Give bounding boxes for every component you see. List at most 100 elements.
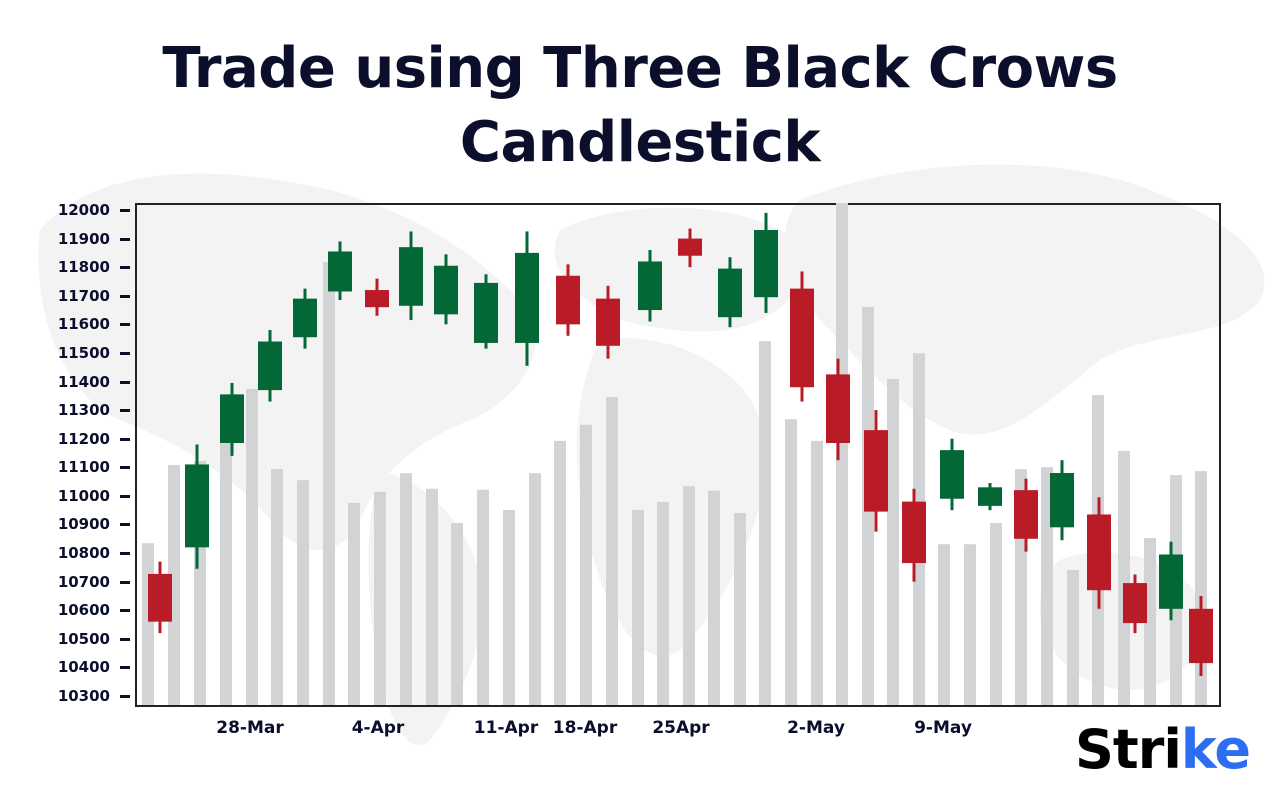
candle-body — [556, 275, 580, 325]
chart-title-line-2: Candlestick — [459, 110, 821, 175]
bearish-candle — [790, 271, 814, 402]
y-tick-label: 11200 — [57, 429, 110, 448]
candle-body — [220, 394, 244, 443]
candle-body — [902, 501, 926, 564]
volume-bar — [1144, 538, 1156, 705]
bearish-candle — [1123, 574, 1147, 634]
volume-bar — [529, 473, 541, 705]
y-tick-mark — [120, 523, 130, 527]
candle-body — [826, 374, 850, 443]
bullish-candle — [718, 257, 742, 328]
bearish-candle — [1014, 478, 1038, 552]
logo-text-main: Stri — [1075, 718, 1182, 781]
volume-bar — [580, 424, 592, 705]
candle-body — [328, 251, 352, 292]
volume-bar — [1118, 450, 1130, 705]
y-tick-label: 11500 — [57, 343, 110, 362]
volume-bar — [142, 543, 154, 705]
volume-bar — [708, 490, 720, 705]
bearish-candle — [902, 488, 926, 582]
y-tick-label: 11600 — [57, 315, 110, 334]
candle-body — [185, 464, 209, 548]
volume-bar — [836, 203, 848, 705]
y-tick-mark — [120, 209, 130, 212]
volume-bar — [734, 512, 746, 705]
volume-bar — [426, 488, 438, 705]
y-tick-mark — [120, 637, 130, 641]
candle-body — [365, 290, 389, 308]
bearish-candle — [556, 264, 580, 336]
volume-bar — [451, 523, 463, 705]
x-tick-label: 25Apr — [652, 718, 710, 738]
y-tick-label: 11900 — [57, 229, 110, 248]
volume-bar — [759, 341, 771, 705]
bearish-candle — [678, 228, 702, 268]
y-tick-label: 10500 — [57, 629, 110, 648]
bullish-candle — [399, 231, 423, 321]
volume-bar — [477, 489, 489, 705]
strike-logo: Strike — [1075, 718, 1251, 781]
volume-bar — [503, 509, 515, 705]
volume-bar — [220, 438, 232, 705]
bullish-candle — [978, 483, 1002, 511]
volume-bar — [271, 469, 283, 705]
bullish-candle — [220, 382, 244, 456]
candle-body — [1087, 514, 1111, 591]
volume-bar — [374, 491, 386, 705]
y-tick-mark — [120, 294, 130, 298]
y-tick-label: 11100 — [57, 458, 110, 477]
y-tick-mark — [120, 494, 130, 498]
volume-bar — [168, 465, 180, 705]
y-tick-mark — [120, 609, 130, 613]
y-tick-label: 11400 — [57, 372, 110, 391]
bearish-candle — [864, 410, 888, 532]
x-tick-label: 18-Apr — [552, 718, 618, 738]
candle-body — [1014, 490, 1038, 539]
y-tick-mark — [120, 666, 130, 670]
volume-bar — [938, 544, 950, 705]
logo-text-accent: ke — [1180, 718, 1251, 781]
y-tick-mark — [120, 580, 130, 584]
chart-plot-area — [135, 203, 1221, 707]
volume-bar — [683, 486, 695, 705]
candle-body — [596, 298, 620, 346]
y-tick-mark — [120, 351, 130, 355]
y-tick-label: 11300 — [57, 401, 110, 420]
candle-body — [1159, 554, 1183, 609]
candle-body — [864, 430, 888, 512]
y-tick-label: 11700 — [57, 286, 110, 305]
y-tick-mark — [120, 237, 130, 241]
volume-bar — [323, 261, 335, 705]
bearish-candle — [365, 278, 389, 316]
candle-body — [148, 573, 172, 622]
candle-body — [978, 487, 1002, 506]
volume-bars — [142, 203, 1207, 705]
candles — [148, 212, 1213, 676]
y-tick-label: 10600 — [57, 601, 110, 620]
candle-body — [754, 230, 778, 298]
y-tick-mark — [120, 323, 130, 327]
bullish-candle — [638, 250, 662, 322]
y-tick-label: 10300 — [57, 687, 110, 705]
volume-bar — [632, 509, 644, 705]
candle-body — [399, 247, 423, 306]
volume-bar — [297, 480, 309, 705]
volume-bar — [348, 502, 360, 705]
candle-body — [1123, 583, 1147, 624]
x-tick-label: 11-Apr — [473, 718, 539, 738]
y-tick-mark — [120, 409, 130, 413]
bullish-candle — [328, 241, 352, 301]
candle-body — [718, 268, 742, 318]
candle-body — [678, 238, 702, 256]
bullish-candle — [258, 330, 282, 402]
y-tick-label: 10700 — [57, 572, 110, 591]
y-tick-label: 11000 — [57, 486, 110, 505]
bullish-candle — [1050, 460, 1074, 541]
candle-body — [638, 261, 662, 311]
candle-body — [293, 298, 317, 338]
y-tick-mark — [120, 466, 130, 470]
bullish-candle — [474, 274, 498, 349]
bearish-candle — [596, 285, 620, 359]
candle-body — [515, 252, 539, 343]
bearish-candle — [826, 358, 850, 461]
